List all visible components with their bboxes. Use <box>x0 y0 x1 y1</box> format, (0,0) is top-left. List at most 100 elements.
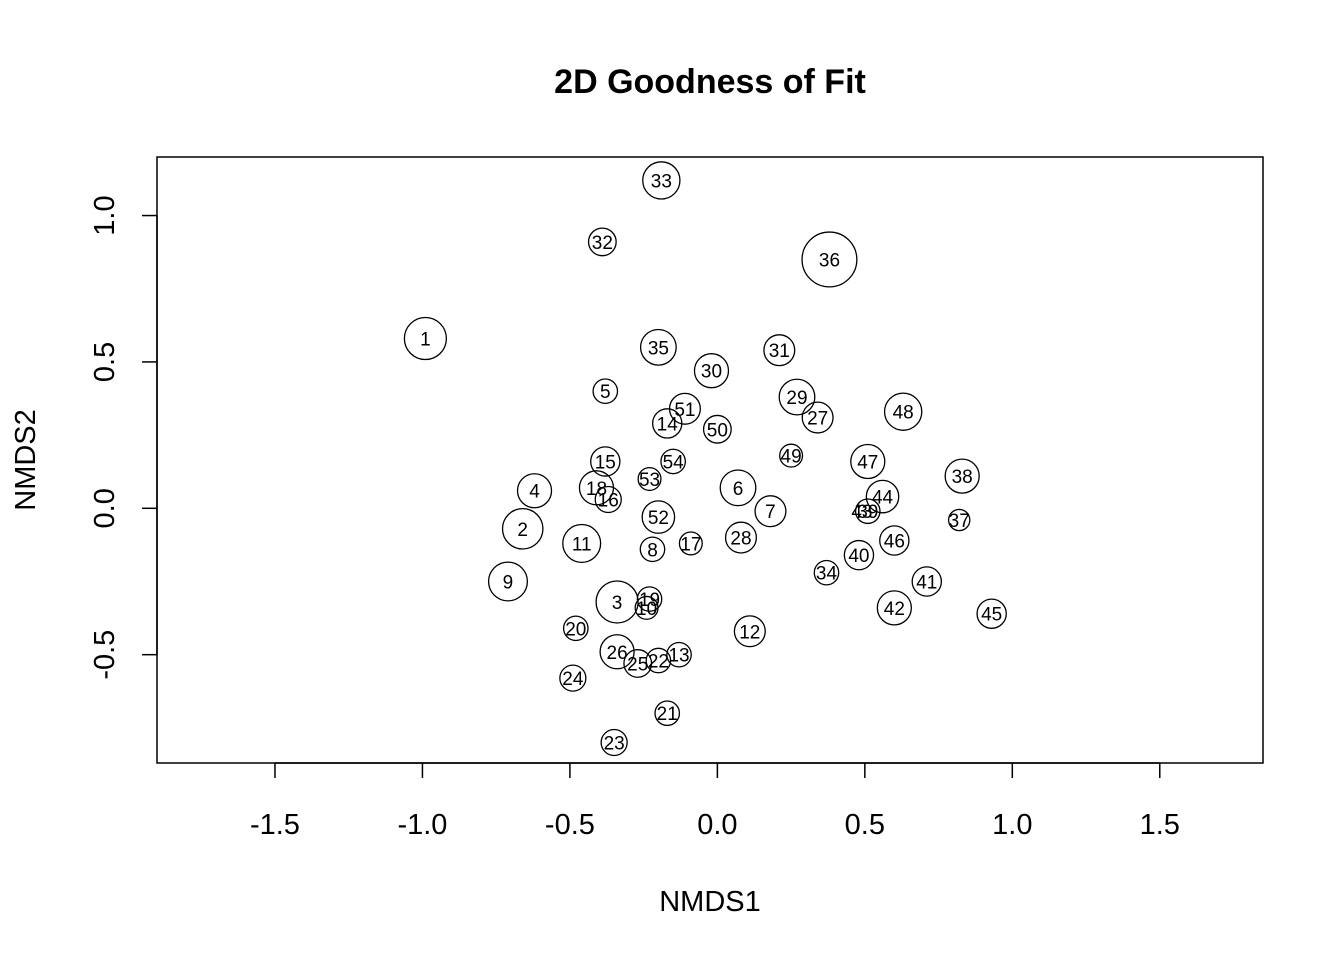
point-circle <box>599 634 635 670</box>
point-label: 36 <box>819 250 840 271</box>
point-circle <box>600 728 628 757</box>
point-circle <box>693 353 730 389</box>
point-circle <box>813 559 840 586</box>
point-27: 27 <box>801 401 834 434</box>
point-circle <box>733 615 766 648</box>
point-label: 10 <box>636 599 657 620</box>
point-18: 18 <box>578 470 615 506</box>
point-circle <box>865 479 900 514</box>
point-label: 2 <box>517 520 528 541</box>
point-circle <box>876 590 912 626</box>
point-label: 27 <box>807 409 828 430</box>
point-26: 26 <box>599 634 635 670</box>
point-circle <box>487 561 529 602</box>
point-label: 35 <box>648 338 669 359</box>
point-circle <box>754 495 787 528</box>
point-53: 53 <box>637 466 662 492</box>
point-label: 45 <box>981 605 1002 626</box>
point-circle <box>501 507 544 550</box>
point-7: 7 <box>754 495 787 528</box>
point-37: 37 <box>947 508 971 532</box>
point-label: 20 <box>565 619 586 640</box>
y-tick-label: 0.0 <box>89 488 121 528</box>
point-circle <box>642 161 681 200</box>
x-tick-label: 1.0 <box>992 809 1032 841</box>
point-label: 32 <box>592 233 613 254</box>
point-label: 44 <box>872 488 894 509</box>
point-49: 49 <box>779 443 804 468</box>
point-circle <box>403 316 448 361</box>
point-label: 9 <box>503 572 514 593</box>
point-2: 2 <box>501 507 544 550</box>
point-52: 52 <box>641 500 676 534</box>
point-label: 11 <box>572 534 592 555</box>
point-circle <box>850 443 886 480</box>
point-label: 6 <box>733 479 744 500</box>
point-label: 22 <box>648 652 669 673</box>
point-15: 15 <box>590 446 621 477</box>
point-circle <box>976 598 1007 629</box>
point-8: 8 <box>639 536 666 563</box>
x-tick-label: -0.5 <box>545 809 595 841</box>
point-42: 42 <box>876 590 912 626</box>
point-circle <box>779 443 804 468</box>
point-label: 7 <box>765 502 776 523</box>
point-9: 9 <box>487 561 529 602</box>
point-circle <box>702 414 732 444</box>
point-label: 15 <box>595 452 616 473</box>
point-31: 31 <box>763 334 796 367</box>
point-22: 22 <box>645 647 672 674</box>
point-20: 20 <box>562 615 589 642</box>
point-34: 34 <box>813 559 840 586</box>
point-circle <box>594 485 622 514</box>
y-tick-label: 1.0 <box>89 195 121 235</box>
x-tick-label: -1.0 <box>397 809 447 841</box>
point-label: 53 <box>639 470 660 491</box>
point-label: 29 <box>786 388 807 409</box>
x-axis-label: NMDS1 <box>659 886 761 918</box>
point-28: 28 <box>724 521 758 554</box>
point-label: 21 <box>657 704 678 725</box>
point-circle <box>590 446 621 477</box>
point-24: 24 <box>559 664 587 692</box>
point-circle <box>666 641 692 668</box>
point-label: 34 <box>816 564 838 585</box>
y-axis: -0.5 0.0 0.5 1.0 <box>89 195 158 680</box>
point-label: 42 <box>884 599 905 620</box>
x-tick-label: 0.0 <box>697 809 737 841</box>
point-11: 11 <box>562 523 602 564</box>
point-label: 1 <box>420 330 431 351</box>
point-circle <box>562 523 602 564</box>
point-12: 12 <box>733 615 766 648</box>
point-circle <box>559 664 587 692</box>
point-38: 38 <box>944 458 980 494</box>
point-circle <box>719 469 757 507</box>
point-circle <box>843 539 875 571</box>
point-45: 45 <box>976 598 1007 629</box>
point-label: 3 <box>612 593 623 614</box>
point-47: 47 <box>850 443 886 480</box>
point-21: 21 <box>654 700 681 727</box>
point-label: 28 <box>730 529 751 550</box>
point-label: 46 <box>884 532 905 553</box>
x-tick-label: 1.5 <box>1140 809 1180 841</box>
point-13: 13 <box>666 641 692 668</box>
point-label: 25 <box>627 654 648 675</box>
point-label: 38 <box>952 467 973 488</box>
point-circle <box>654 700 681 727</box>
point-4: 4 <box>516 473 553 509</box>
point-39: 39 <box>854 498 881 525</box>
point-label: 18 <box>586 479 607 500</box>
y-axis-label: NMDS2 <box>10 409 42 511</box>
point-label: 40 <box>848 546 869 567</box>
point-50: 50 <box>702 414 732 444</box>
point-circle <box>637 466 662 492</box>
point-label: 48 <box>893 403 914 424</box>
point-label: 8 <box>647 540 658 561</box>
point-3: 3 <box>595 580 639 624</box>
point-48: 48 <box>883 392 923 431</box>
x-tick-label: -1.5 <box>250 809 300 841</box>
point-label: 23 <box>604 734 625 755</box>
point-32: 32 <box>587 227 617 257</box>
